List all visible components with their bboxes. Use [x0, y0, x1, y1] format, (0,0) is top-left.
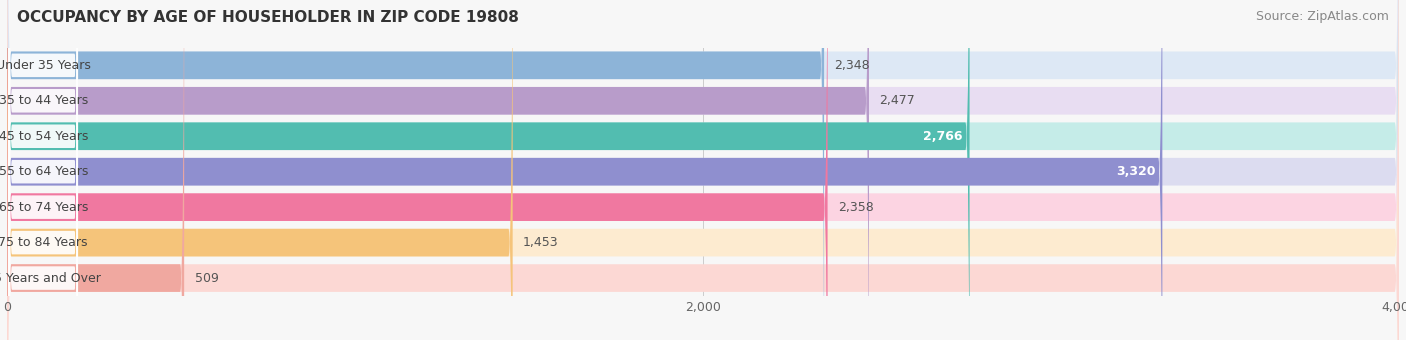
Text: 35 to 44 Years: 35 to 44 Years: [0, 94, 87, 107]
FancyBboxPatch shape: [8, 0, 77, 340]
Text: 2,358: 2,358: [838, 201, 873, 214]
FancyBboxPatch shape: [7, 0, 869, 340]
Text: 85 Years and Over: 85 Years and Over: [0, 272, 101, 285]
FancyBboxPatch shape: [8, 0, 77, 340]
FancyBboxPatch shape: [7, 0, 1399, 340]
Text: 75 to 84 Years: 75 to 84 Years: [0, 236, 89, 249]
Text: 55 to 64 Years: 55 to 64 Years: [0, 165, 89, 178]
Text: Source: ZipAtlas.com: Source: ZipAtlas.com: [1256, 10, 1389, 23]
FancyBboxPatch shape: [8, 0, 77, 340]
FancyBboxPatch shape: [7, 0, 1399, 340]
Text: 2,477: 2,477: [879, 94, 915, 107]
FancyBboxPatch shape: [7, 0, 970, 340]
FancyBboxPatch shape: [8, 0, 77, 340]
Text: 2,348: 2,348: [835, 59, 870, 72]
Text: 65 to 74 Years: 65 to 74 Years: [0, 201, 89, 214]
FancyBboxPatch shape: [7, 0, 1399, 340]
Text: 1,453: 1,453: [523, 236, 558, 249]
Text: 3,320: 3,320: [1116, 165, 1156, 178]
FancyBboxPatch shape: [7, 0, 1399, 340]
FancyBboxPatch shape: [7, 0, 1399, 340]
FancyBboxPatch shape: [7, 0, 1399, 340]
FancyBboxPatch shape: [7, 0, 1399, 340]
Text: OCCUPANCY BY AGE OF HOUSEHOLDER IN ZIP CODE 19808: OCCUPANCY BY AGE OF HOUSEHOLDER IN ZIP C…: [17, 10, 519, 25]
FancyBboxPatch shape: [7, 0, 1163, 340]
FancyBboxPatch shape: [7, 0, 824, 340]
FancyBboxPatch shape: [7, 0, 513, 340]
Text: 45 to 54 Years: 45 to 54 Years: [0, 130, 89, 143]
Text: Under 35 Years: Under 35 Years: [0, 59, 90, 72]
FancyBboxPatch shape: [7, 0, 828, 340]
Text: 2,766: 2,766: [924, 130, 963, 143]
FancyBboxPatch shape: [7, 0, 184, 340]
FancyBboxPatch shape: [8, 0, 77, 340]
FancyBboxPatch shape: [8, 0, 77, 340]
Text: 509: 509: [194, 272, 218, 285]
FancyBboxPatch shape: [8, 0, 77, 340]
